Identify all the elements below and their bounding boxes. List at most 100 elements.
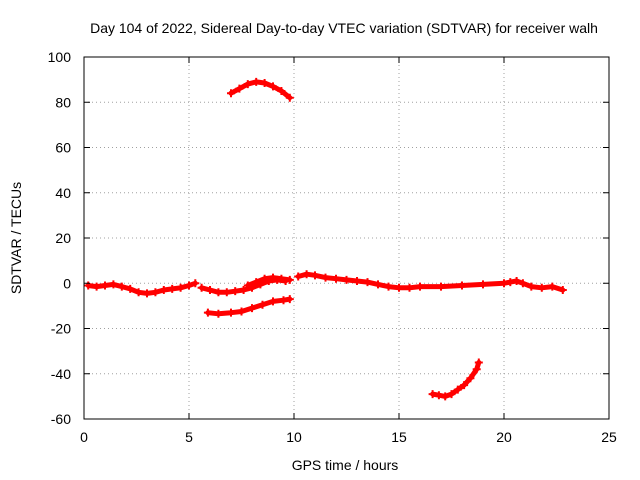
- series-line: [205, 296, 293, 317]
- plot-frame: [83, 56, 610, 420]
- x-tick-label: 25: [601, 429, 617, 445]
- series-track-main-late: [294, 270, 567, 295]
- y-tick-label: -40: [51, 366, 71, 382]
- data-point: [374, 280, 382, 289]
- data-point: [269, 297, 277, 306]
- axis-ticks: 0 5 10 15 20 25 -60 -40 -20 0 20 40 60 80 100: [48, 49, 617, 445]
- data-point: [203, 308, 212, 317]
- data-point: [214, 288, 223, 297]
- data-point: [342, 275, 351, 284]
- data-point: [285, 295, 294, 304]
- data-point: [101, 281, 109, 290]
- data-point: [143, 289, 151, 298]
- data-point: [206, 286, 214, 295]
- y-axis-label: SDTVAR / TECUs: [8, 182, 24, 294]
- y-tick-label: 100: [48, 49, 72, 65]
- y-tick-label: -20: [51, 321, 71, 337]
- data-point: [258, 300, 267, 309]
- data-point: [460, 381, 469, 390]
- data-point: [277, 86, 286, 95]
- data-point: [453, 385, 462, 394]
- data-point: [109, 280, 118, 289]
- data-point: [92, 282, 101, 291]
- data-point: [260, 79, 269, 88]
- y-tick-label: 80: [55, 94, 71, 110]
- data-point: [506, 278, 515, 287]
- data-point: [474, 358, 483, 367]
- data-point: [252, 278, 261, 287]
- data-point: [237, 307, 246, 316]
- data-point: [466, 374, 475, 383]
- x-tick-label: 0: [80, 429, 88, 445]
- data-point: [151, 288, 160, 297]
- data-point: [185, 281, 193, 290]
- data-point: [321, 273, 330, 282]
- x-tick-label: 15: [391, 429, 407, 445]
- data-point: [227, 89, 235, 98]
- x-tick-label: 5: [185, 429, 193, 445]
- data-point: [222, 288, 231, 297]
- data-point: [447, 390, 456, 399]
- data-point: [500, 279, 508, 288]
- data-point: [126, 284, 135, 293]
- data-point: [197, 283, 206, 292]
- data-point: [294, 272, 303, 281]
- data-point: [227, 308, 235, 317]
- data-point: [279, 296, 288, 305]
- data-point: [191, 279, 200, 288]
- chart-title: Day 104 of 2022, Sidereal Day-to-day VTE…: [90, 20, 598, 36]
- data-point: [269, 273, 277, 282]
- data-point: [285, 93, 294, 102]
- data-point: [395, 283, 403, 292]
- data-point: [428, 390, 437, 399]
- data-point: [252, 77, 261, 86]
- data-point: [479, 280, 487, 289]
- x-tick-label: 20: [496, 429, 512, 445]
- data-point: [405, 283, 414, 292]
- x-tick-label: 10: [286, 429, 302, 445]
- series-track-upper: [227, 77, 294, 102]
- data-point: [302, 270, 311, 279]
- data-point: [363, 278, 372, 287]
- data-point: [159, 286, 168, 295]
- data-point: [176, 283, 185, 292]
- series-layer: [84, 77, 567, 401]
- data-point: [277, 274, 286, 283]
- y-tick-label: 20: [55, 230, 71, 246]
- series-track-lower: [428, 358, 483, 401]
- data-point: [353, 276, 361, 285]
- data-point: [117, 282, 126, 291]
- data-point: [384, 282, 393, 291]
- y-tick-label: 40: [55, 185, 71, 201]
- data-point: [214, 309, 223, 318]
- data-point: [518, 279, 527, 288]
- series-track-upper-mid: [243, 273, 294, 290]
- data-point: [558, 286, 567, 295]
- data-point: [260, 274, 269, 283]
- data-point: [512, 276, 521, 285]
- x-axis-label: GPS time / hours: [292, 457, 399, 473]
- data-point: [332, 274, 340, 283]
- y-tick-label: 0: [63, 275, 71, 291]
- data-point: [548, 282, 557, 291]
- data-point: [437, 282, 445, 291]
- data-point: [231, 287, 240, 296]
- y-tick-label: -60: [51, 411, 71, 427]
- data-point: [416, 282, 424, 291]
- data-point: [239, 286, 248, 295]
- data-point: [269, 82, 277, 91]
- data-point: [168, 284, 177, 293]
- data-point: [285, 275, 294, 284]
- data-point: [235, 84, 244, 93]
- data-point: [311, 271, 319, 280]
- data-point: [134, 288, 143, 297]
- series-track-lower-mid: [203, 295, 294, 318]
- data-point: [441, 392, 450, 401]
- data-point: [243, 80, 252, 89]
- data-point: [537, 283, 546, 292]
- data-point: [248, 304, 256, 313]
- grid: [84, 57, 609, 419]
- data-point: [472, 365, 481, 374]
- data-point: [458, 281, 466, 290]
